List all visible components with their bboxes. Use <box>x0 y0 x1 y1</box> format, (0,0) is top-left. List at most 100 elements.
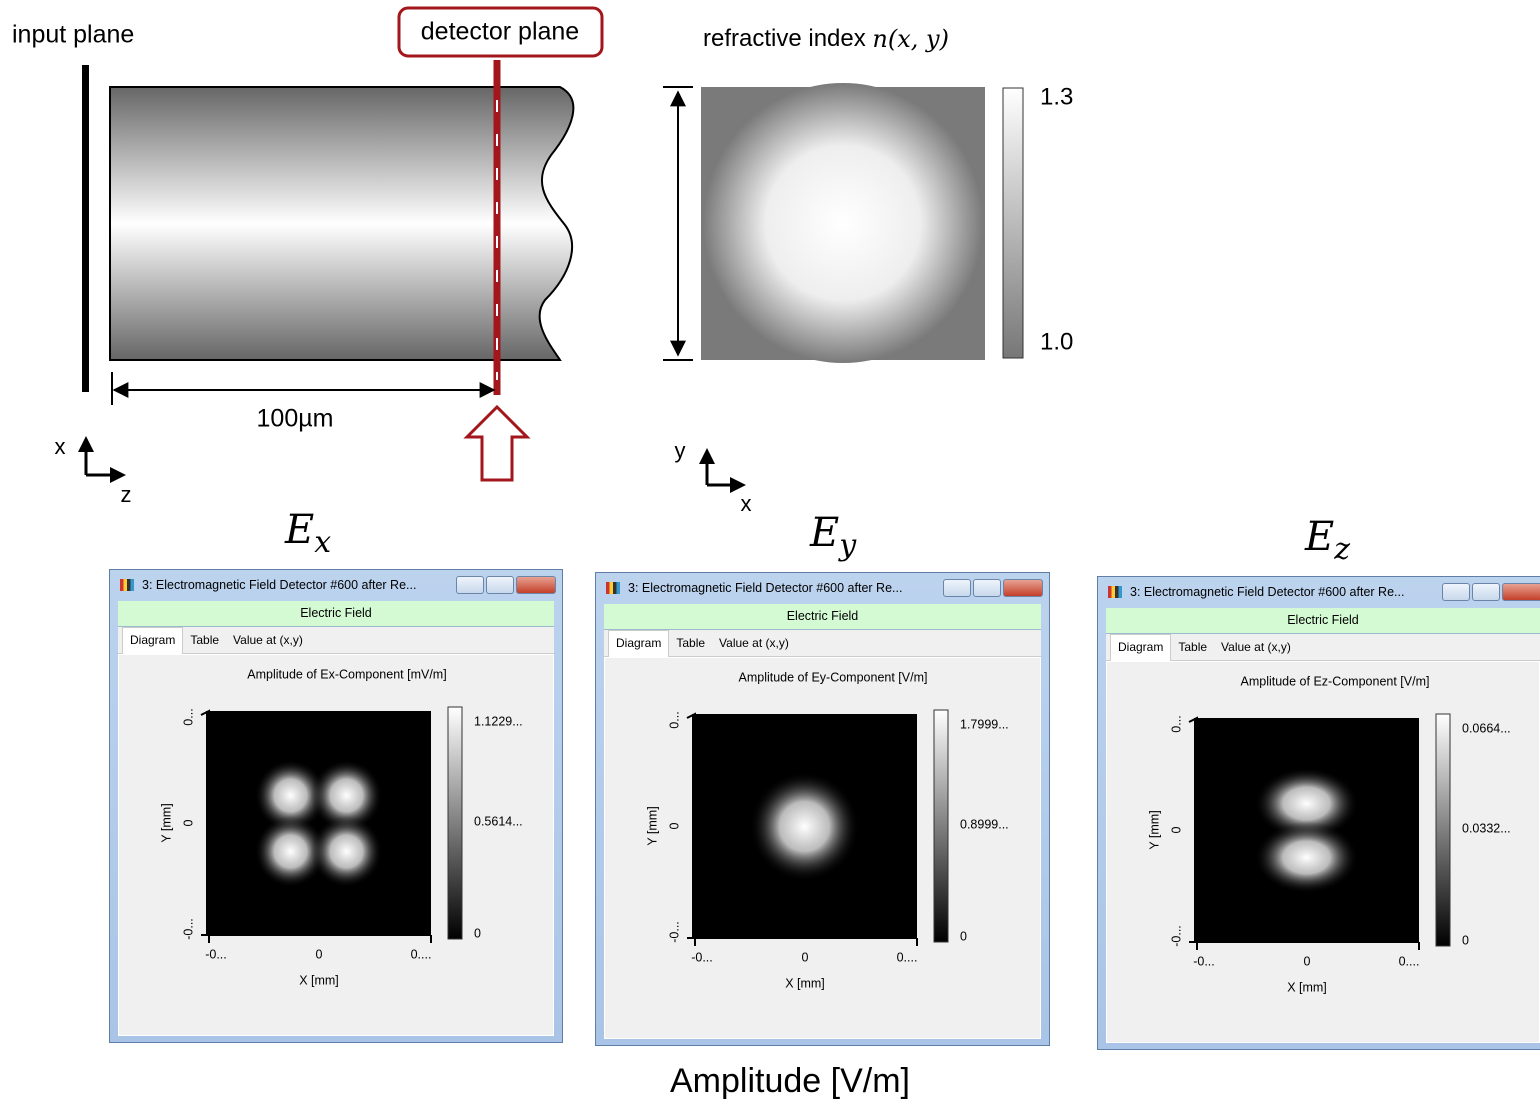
close-button[interactable] <box>1502 583 1540 601</box>
window-icon <box>120 579 134 591</box>
tab[interactable]: Diagram <box>122 627 183 654</box>
tab[interactable]: Table <box>669 631 712 657</box>
window-title: 3: Electromagnetic Field Detector #600 a… <box>1130 585 1404 599</box>
x-tick-label: 0.... <box>411 947 432 961</box>
axis-label: z <box>121 482 132 507</box>
axis-label: y <box>675 438 686 463</box>
field-lobe <box>311 816 383 888</box>
input-label: input plane <box>12 21 134 49</box>
plot: Amplitude of Ey-Component [V/m] 1.7999...… <box>605 658 1040 1036</box>
detector-arrow <box>467 407 527 480</box>
x-tick-label: 0 <box>1304 954 1311 968</box>
colorbar <box>934 710 948 942</box>
y-tick-label: 0 <box>667 822 681 829</box>
tab[interactable]: Diagram <box>1110 634 1171 661</box>
scale-label: 0 <box>960 929 967 943</box>
close-button[interactable] <box>516 576 556 594</box>
input-plane <box>82 65 89 392</box>
heading-subscript: x <box>314 525 331 560</box>
footer: Amplitude [V/m] <box>0 1062 1540 1101</box>
index-colorbar <box>1003 88 1023 358</box>
scale-label: 1.1229... <box>474 714 523 728</box>
detector-label: detector plane <box>421 18 579 46</box>
x-tick-label: 0 <box>316 947 323 961</box>
min-button[interactable] <box>943 579 971 597</box>
tab[interactable]: Diagram <box>608 630 669 657</box>
plot-area: Amplitude of Ex-Component [mV/m] 1.1229..… <box>118 654 554 1036</box>
length-label: 100µm <box>257 405 334 433</box>
title-bar: 3: Electromagnetic Field Detector #600 a… <box>596 573 1049 604</box>
title-bar: 3: Electromagnetic Field Detector #600 a… <box>110 570 562 601</box>
axis-label: x <box>55 434 66 459</box>
heading-symbol: E <box>810 510 839 556</box>
y-tick-label: 0... <box>181 708 195 725</box>
y-tick-label: 0... <box>667 711 681 728</box>
window-title: 3: Electromagnetic Field Detector #600 a… <box>628 581 902 595</box>
tab[interactable]: Value at (x,y) <box>226 628 310 654</box>
banner: Electric Field <box>604 604 1041 630</box>
heading: Ex <box>285 507 331 560</box>
min-button[interactable] <box>1442 583 1470 601</box>
heading-symbol: E <box>1305 514 1334 560</box>
tabs: DiagramTableValue at (x,y) <box>604 630 1041 657</box>
y-tick-label: 0 <box>181 819 195 826</box>
title-bar: 3: Electromagnetic Field Detector #600 a… <box>1098 577 1540 608</box>
scale-label: 0.0332... <box>1462 821 1511 835</box>
x-tick-label: -0... <box>1193 954 1215 968</box>
colorbar <box>448 707 462 939</box>
heading-subscript: z <box>1334 532 1350 567</box>
heading: Ey <box>810 510 856 563</box>
max-button[interactable] <box>973 579 1001 597</box>
detector-window: 3: Electromagnetic Field Detector #600 a… <box>595 572 1050 1046</box>
plot: Amplitude of Ez-Component [V/m]0.0664...… <box>1107 662 1539 1040</box>
x-label: X [mm] <box>785 976 825 990</box>
y-label: Y [mm] <box>645 806 659 845</box>
scale-label: 1.7999... <box>960 717 1009 731</box>
plot-title: Amplitude of Ey-Component [V/m] <box>739 670 928 684</box>
y-tick-label: 0 <box>1169 826 1183 833</box>
max-label: 1.3 <box>1040 83 1073 110</box>
y-label: Y [mm] <box>1147 810 1161 849</box>
window-icon <box>606 582 620 594</box>
field-lobe <box>750 772 860 882</box>
banner: Electric Field <box>118 601 554 627</box>
x-tick-label: -0... <box>205 947 227 961</box>
scale-label: 0.8999... <box>960 817 1009 831</box>
setup-diagram: input plane detector plane 100µm x z ref… <box>0 0 1540 530</box>
plot-area: Amplitude of Ez-Component [V/m]0.0664...… <box>1106 661 1540 1043</box>
tab[interactable]: Value at (x,y) <box>712 631 796 657</box>
title-math: n(x, y) <box>872 25 949 53</box>
close-button[interactable] <box>1003 579 1043 597</box>
y-label: Y [mm] <box>159 803 173 842</box>
detector-window: 3: Electromagnetic Field Detector #600 a… <box>1097 576 1540 1050</box>
scale-label: 0 <box>1462 933 1469 947</box>
min-button[interactable] <box>456 576 484 594</box>
max-button[interactable] <box>1472 583 1500 601</box>
heading-subscript: y <box>839 528 856 563</box>
y-tick-label: 0... <box>1169 715 1183 732</box>
y-tick-label: -0... <box>1169 925 1183 947</box>
axis-label: x <box>741 491 752 516</box>
plot-area: Amplitude of Ey-Component [V/m] 1.7999...… <box>604 657 1041 1039</box>
colorbar <box>1436 714 1450 946</box>
fiber <box>110 87 573 360</box>
title-text: refractive index <box>703 25 866 52</box>
plot-title: Amplitude of Ex-Component [mV/m] <box>247 667 446 681</box>
window-icon <box>1108 586 1122 598</box>
heading-symbol: E <box>285 507 314 553</box>
index-profile <box>703 83 983 363</box>
tab[interactable]: Table <box>1171 635 1214 661</box>
tab[interactable]: Value at (x,y) <box>1214 635 1298 661</box>
tab[interactable]: Table <box>183 628 226 654</box>
field-lobe <box>1255 822 1359 894</box>
y-tick-label: -0... <box>181 918 195 940</box>
x-tick-label: 0 <box>802 950 809 964</box>
plot-title: Amplitude of Ez-Component [V/m] <box>1241 674 1430 688</box>
field-image <box>206 711 431 936</box>
tabs: DiagramTableValue at (x,y) <box>1106 634 1540 661</box>
y-tick-label: -0... <box>667 921 681 943</box>
max-button[interactable] <box>486 576 514 594</box>
x-label: X [mm] <box>299 973 339 987</box>
scale-label: 0 <box>474 926 481 940</box>
